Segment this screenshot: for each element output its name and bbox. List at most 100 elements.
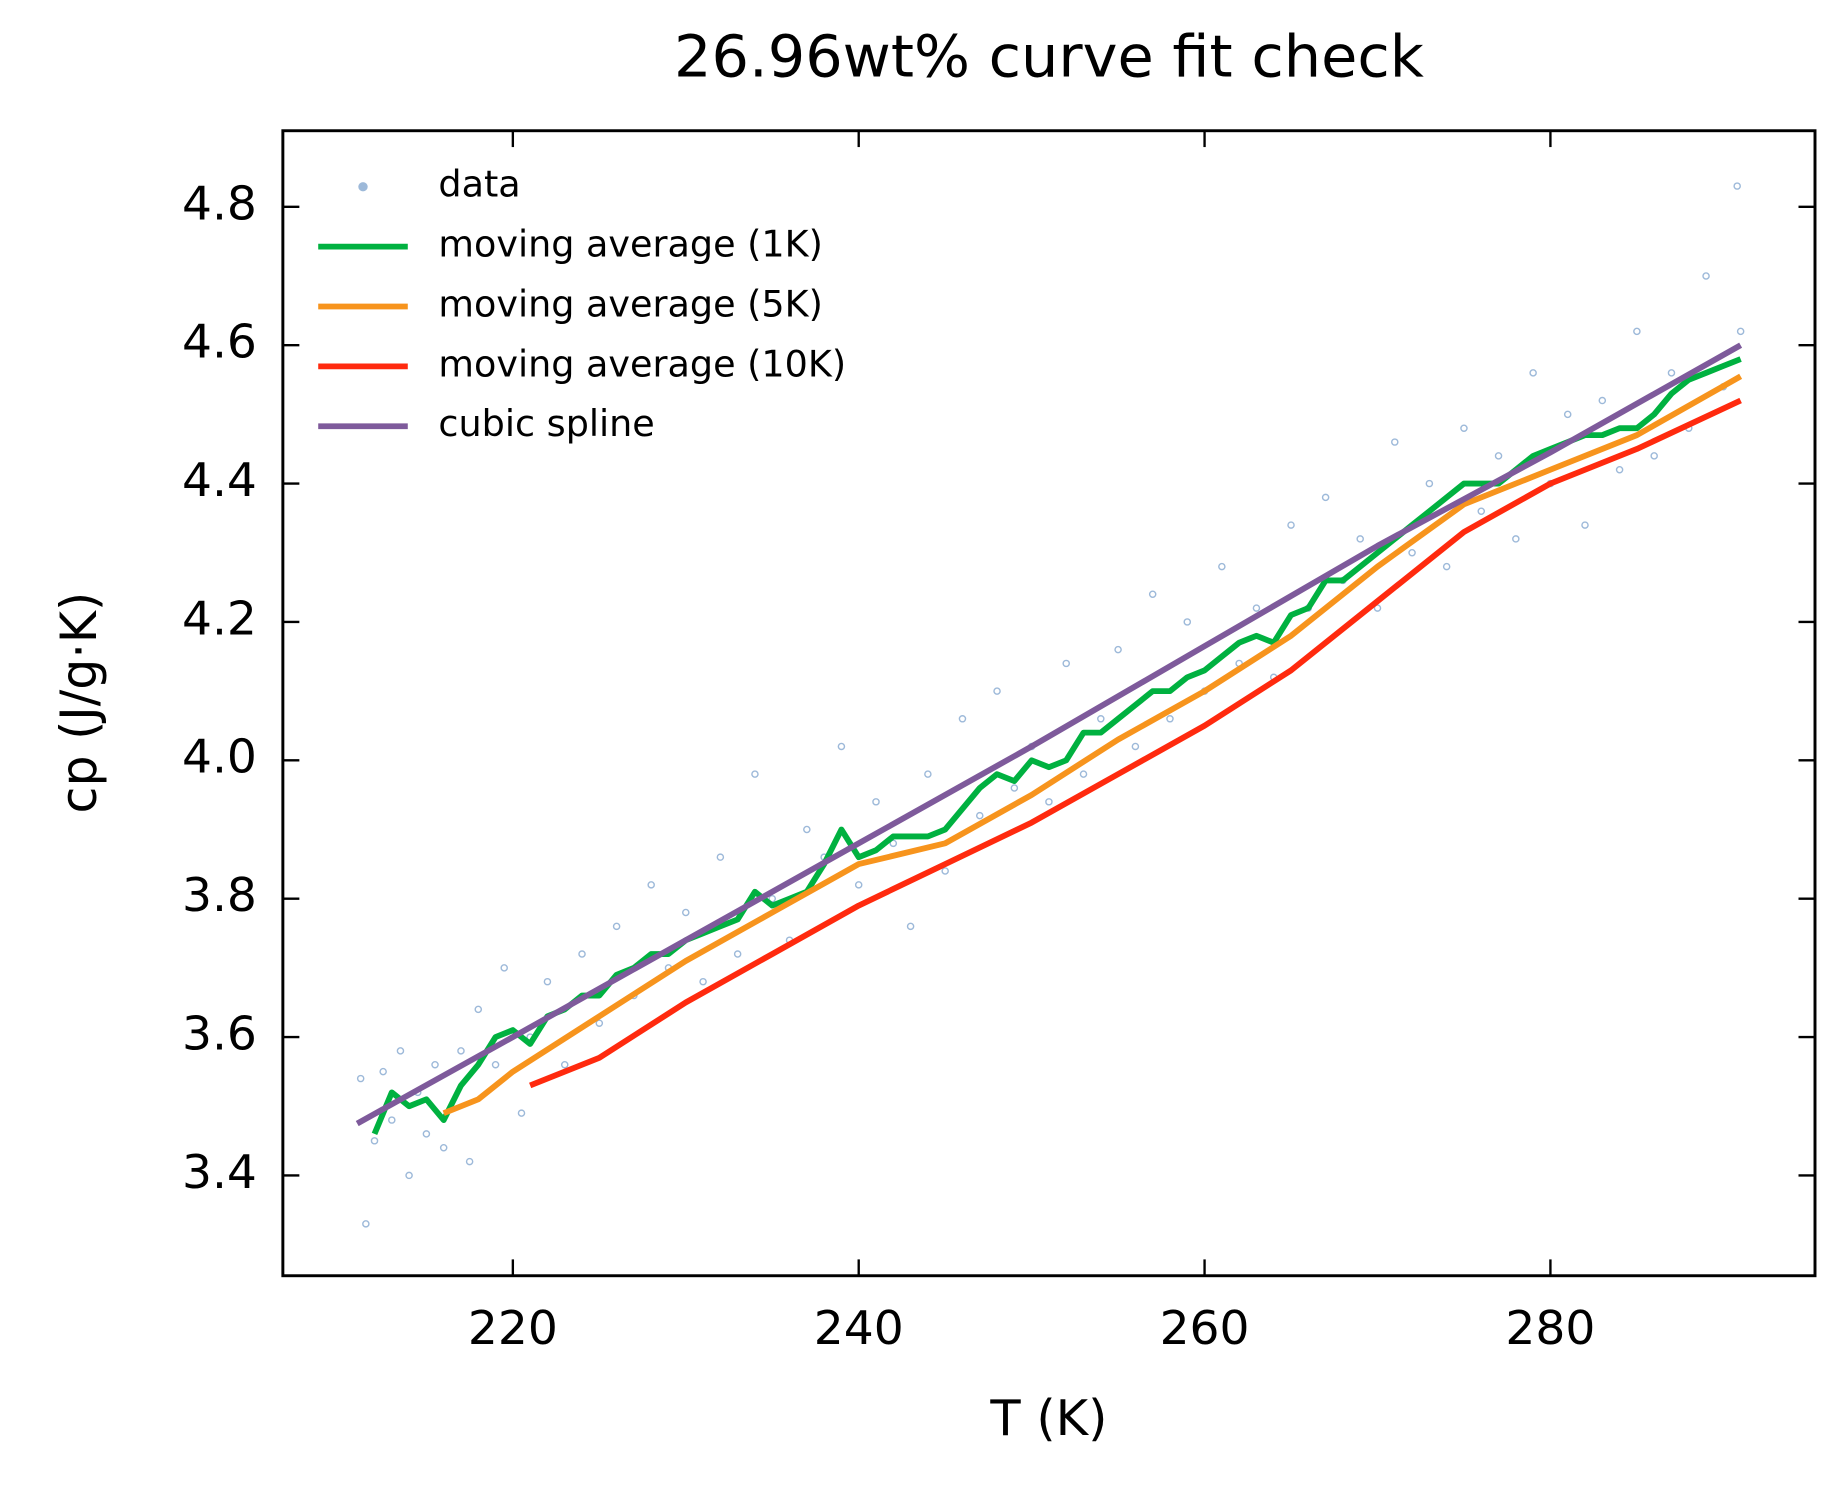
- data-point: [751, 770, 759, 778]
- data-point: [1321, 493, 1330, 502]
- data-point: [768, 894, 777, 903]
- series-line: [355, 342, 1743, 1127]
- data-point: [388, 1116, 396, 1124]
- data-point: [379, 1067, 387, 1076]
- plot-frame: [281, 129, 1817, 1278]
- data-point: [560, 1060, 569, 1069]
- data-point: [699, 977, 707, 986]
- y-tick-label: 4.0: [182, 730, 257, 785]
- data-point: [1615, 465, 1624, 474]
- data-point: [517, 1109, 526, 1117]
- data-point: [682, 908, 690, 917]
- chart-title: 26.96wt% curve fit check: [674, 23, 1424, 91]
- data-point: [803, 825, 811, 834]
- data-point: [405, 1171, 413, 1180]
- data-point: [356, 1074, 365, 1083]
- y-tick-label: 3.4: [182, 1145, 257, 1200]
- legend-label: cubic spline: [438, 402, 654, 445]
- data-point: [1733, 182, 1741, 190]
- x-axis-label: T (K): [989, 1389, 1107, 1447]
- data-point: [941, 867, 949, 875]
- y-tick-label: 3.8: [182, 868, 257, 923]
- data-point: [1425, 479, 1434, 488]
- y-tick-label: 4.8: [182, 176, 257, 231]
- y-tick-label: 4.4: [182, 453, 257, 508]
- data-point: [1183, 618, 1192, 626]
- data-point: [872, 798, 880, 806]
- data-point: [1079, 770, 1088, 778]
- data-point: [612, 922, 621, 931]
- data-point: [439, 1144, 448, 1152]
- data-point: [422, 1130, 431, 1138]
- y-tick-label: 4.2: [182, 592, 257, 647]
- data-point: [543, 977, 552, 986]
- data-point: [1460, 424, 1468, 432]
- data-point: [647, 881, 655, 889]
- data-point: [1218, 562, 1226, 571]
- data-point: [1650, 452, 1658, 460]
- data-point: [1252, 604, 1261, 612]
- data-point: [465, 1157, 474, 1166]
- data-point: [1166, 715, 1174, 723]
- data-point: [906, 922, 915, 931]
- legend-label: moving average (1K): [438, 223, 822, 266]
- data-point: [837, 742, 846, 751]
- series-line: [442, 373, 1743, 1116]
- x-tick-label: 280: [1505, 1301, 1595, 1356]
- data-point: [595, 1019, 604, 1027]
- data-point: [1373, 604, 1382, 612]
- data-point: [854, 881, 863, 889]
- data-point: [1494, 452, 1503, 460]
- data-point: [578, 950, 586, 958]
- data-point: [1062, 659, 1070, 668]
- data-point: [1131, 742, 1140, 751]
- data-point: [1114, 645, 1122, 654]
- y-axis-label: cp (J/g·K): [50, 592, 108, 814]
- data-point: [1563, 410, 1572, 419]
- data-point: [1442, 562, 1451, 571]
- y-tick-label: 4.6: [182, 315, 257, 370]
- data-point: [1529, 369, 1537, 377]
- data-point: [958, 715, 967, 723]
- x-tick-label: 240: [814, 1301, 904, 1356]
- data-point: [500, 964, 508, 972]
- data-point: [1010, 784, 1019, 792]
- data-point: [474, 1005, 483, 1014]
- data-point: [733, 950, 742, 958]
- data-point: [993, 687, 1001, 695]
- data-point: [362, 1220, 370, 1228]
- legend-label: moving average (10K): [438, 342, 846, 385]
- data-point: [457, 1047, 465, 1055]
- data-point: [396, 1047, 405, 1055]
- data-point: [1702, 272, 1710, 280]
- data-point: [1097, 715, 1105, 723]
- data-point: [1633, 327, 1641, 336]
- data-point: [1477, 507, 1486, 515]
- data-point: [1408, 549, 1416, 557]
- data-point: [431, 1060, 439, 1069]
- series-line: [529, 397, 1742, 1089]
- legend-marker: [358, 182, 368, 192]
- data-point: [1736, 327, 1745, 336]
- data-point: [1667, 369, 1676, 377]
- data-point: [491, 1060, 500, 1069]
- data-point: [1391, 438, 1399, 446]
- data-point: [716, 853, 725, 861]
- data-point: [1512, 535, 1520, 543]
- data-point: [1287, 521, 1295, 529]
- data-point: [1356, 535, 1364, 543]
- data-point: [889, 839, 898, 848]
- data-point: [370, 1137, 379, 1145]
- data-point: [1598, 396, 1607, 405]
- x-tick-label: 220: [468, 1301, 558, 1356]
- data-point: [975, 811, 984, 820]
- legend-label: moving average (5K): [438, 283, 822, 326]
- data-point: [1148, 590, 1157, 598]
- y-tick-label: 3.6: [182, 1007, 257, 1062]
- data-point: [1045, 798, 1053, 806]
- x-tick-label: 260: [1160, 1301, 1250, 1356]
- data-point: [924, 770, 932, 778]
- data-point: [1581, 521, 1589, 529]
- legend-label: data: [438, 163, 520, 206]
